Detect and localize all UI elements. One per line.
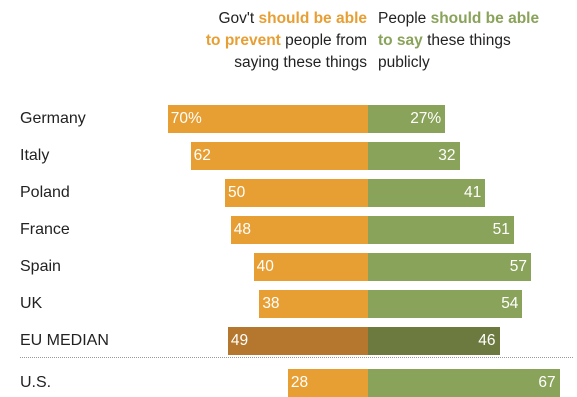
value-label-prevent-spain: 40 <box>256 258 274 275</box>
value-label-say-uk: 54 <box>501 295 519 312</box>
header-left-highlight-2: to prevent <box>205 32 281 49</box>
bar-prevent-us <box>287 369 368 397</box>
value-label-prevent-france: 48 <box>233 221 251 238</box>
header-right-highlight-2: to say <box>378 32 423 49</box>
bar-prevent-poland <box>225 179 368 207</box>
header-left-highlight-1: should be able <box>258 10 367 27</box>
country-label-eu-median: EU MEDIAN <box>20 332 109 349</box>
bar-prevent-germany <box>167 105 368 133</box>
country-label-italy: Italy <box>20 147 50 164</box>
bar-prevent-italy <box>190 142 368 170</box>
bar-say-us <box>368 369 560 397</box>
bar-say-spain <box>368 253 532 281</box>
country-label-poland: Poland <box>20 184 70 201</box>
header-left-pre: Gov't <box>218 10 259 27</box>
value-label-say-eu-median: 46 <box>478 332 496 349</box>
header-left: Gov't should be able to prevent people f… <box>206 8 367 74</box>
bar-say-italy <box>368 142 460 170</box>
bar-prevent-spain <box>253 253 368 281</box>
country-label-germany: Germany <box>20 110 86 127</box>
value-label-say-spain: 57 <box>509 258 528 275</box>
country-label-us: U.S. <box>20 374 52 391</box>
value-label-say-poland: 41 <box>464 184 482 201</box>
bar-say-france <box>368 216 514 244</box>
bar-say-uk <box>368 290 523 318</box>
value-label-say-us: 67 <box>538 374 556 391</box>
value-label-say-italy: 32 <box>438 147 456 164</box>
bar-prevent-france <box>230 216 368 244</box>
value-label-prevent-uk: 38 <box>262 295 280 312</box>
header-right: People should be able to say these thing… <box>378 8 539 74</box>
header-left-post: people from <box>280 32 367 49</box>
bar-prevent-uk <box>259 290 368 318</box>
bar-say-poland <box>368 179 486 207</box>
header-right-pre: People <box>378 10 431 27</box>
country-label-spain: Spain <box>20 258 61 275</box>
header-right-line3: publicly <box>378 54 430 71</box>
value-label-say-germany: 27% <box>410 110 442 127</box>
bar-say-germany <box>368 105 446 133</box>
bar-prevent-eu-median <box>227 327 368 355</box>
country-label-uk: UK <box>20 295 43 312</box>
bar-say-eu-median <box>368 327 500 355</box>
value-label-prevent-us: 28 <box>290 374 309 391</box>
header-right-highlight-1: should be able <box>430 10 540 27</box>
country-label-france: France <box>20 221 70 238</box>
value-label-prevent-poland: 50 <box>228 184 246 201</box>
header-left-line3: saying these things <box>234 54 367 71</box>
value-label-prevent-italy: 62 <box>193 147 211 164</box>
value-label-prevent-eu-median: 49 <box>230 332 249 349</box>
header-right-post: these things <box>422 32 511 49</box>
value-label-say-france: 51 <box>492 221 510 238</box>
value-label-prevent-germany: 70% <box>170 110 202 127</box>
us-separator <box>20 357 573 358</box>
